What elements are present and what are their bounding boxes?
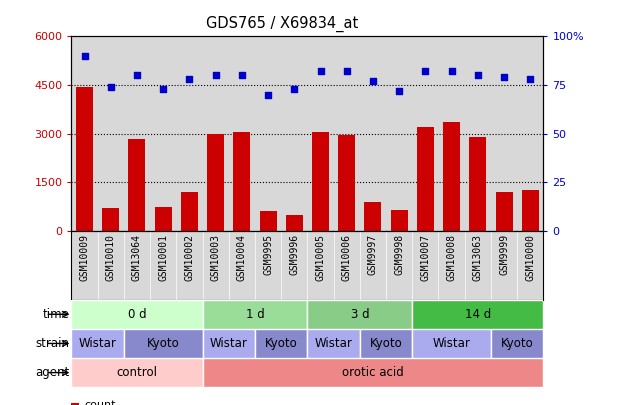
Text: Kyoto: Kyoto (501, 337, 533, 350)
Bar (391, 210, 408, 231)
Text: strain: strain (35, 337, 69, 350)
Bar (286, 215, 303, 231)
Text: Kyoto: Kyoto (265, 337, 297, 350)
Bar (233, 132, 250, 231)
Bar (71, 300, 202, 329)
Text: GSM13064: GSM13064 (132, 234, 142, 281)
Point (446, 68, 456, 75)
Bar (469, 137, 486, 231)
Bar (491, 329, 543, 358)
Bar (76, 87, 93, 231)
Text: orotic acid: orotic acid (342, 366, 404, 379)
Point (315, 68, 325, 75)
Text: GSM10009: GSM10009 (79, 234, 89, 281)
Point (394, 87, 404, 94)
Text: GSM10005: GSM10005 (315, 234, 325, 281)
Point (237, 72, 247, 79)
Bar (202, 300, 307, 329)
Bar (360, 329, 412, 358)
Bar (71, 329, 124, 358)
Text: GSM10004: GSM10004 (237, 234, 247, 281)
Text: GDS765 / X69834_at: GDS765 / X69834_at (206, 16, 359, 32)
Text: GSM13063: GSM13063 (473, 234, 483, 281)
Text: GSM10001: GSM10001 (158, 234, 168, 281)
Text: GSM10000: GSM10000 (525, 234, 535, 281)
Bar (338, 135, 355, 231)
Text: Wistar: Wistar (315, 337, 353, 350)
Text: GSM10006: GSM10006 (342, 234, 351, 281)
Bar (260, 211, 276, 231)
Text: 0 d: 0 d (128, 308, 147, 321)
Text: 1 d: 1 d (245, 308, 265, 321)
Text: GSM10010: GSM10010 (106, 234, 116, 281)
Point (158, 86, 168, 92)
Bar (412, 329, 491, 358)
Text: GSM9999: GSM9999 (499, 234, 509, 275)
Bar (307, 329, 360, 358)
Bar (202, 358, 543, 387)
Text: agent: agent (35, 366, 69, 379)
Bar (417, 127, 434, 231)
Bar (307, 300, 412, 329)
Text: Wistar: Wistar (210, 337, 248, 350)
Text: GSM10008: GSM10008 (446, 234, 456, 281)
Text: control: control (117, 366, 158, 379)
Bar (155, 207, 171, 231)
Point (473, 72, 483, 79)
Bar (312, 132, 329, 231)
Point (263, 92, 273, 98)
Text: Kyoto: Kyoto (147, 337, 179, 350)
Text: 3 d: 3 d (350, 308, 369, 321)
Text: Kyoto: Kyoto (369, 337, 402, 350)
Point (420, 68, 430, 75)
Point (368, 78, 378, 84)
Text: GSM9997: GSM9997 (368, 234, 378, 275)
Point (289, 86, 299, 92)
Text: GSM9996: GSM9996 (289, 234, 299, 275)
Bar (202, 329, 255, 358)
Bar (522, 190, 539, 231)
Bar (71, 358, 202, 387)
Bar (365, 202, 381, 231)
Point (525, 76, 535, 83)
Text: GSM10007: GSM10007 (420, 234, 430, 281)
Point (106, 84, 116, 90)
Bar (255, 329, 307, 358)
Text: Wistar: Wistar (79, 337, 117, 350)
Text: 14 d: 14 d (465, 308, 491, 321)
Point (132, 72, 142, 79)
Bar (181, 192, 198, 231)
Bar (207, 134, 224, 231)
Text: GSM9995: GSM9995 (263, 234, 273, 275)
Bar (129, 139, 145, 231)
Point (499, 74, 509, 81)
Point (211, 72, 220, 79)
Point (342, 68, 351, 75)
Bar (102, 208, 119, 231)
Bar (124, 329, 202, 358)
Bar (443, 122, 460, 231)
Text: time: time (42, 308, 69, 321)
Text: GSM10002: GSM10002 (184, 234, 194, 281)
Point (79, 53, 89, 59)
Bar (412, 300, 543, 329)
Point (184, 76, 194, 83)
Bar (496, 192, 512, 231)
Text: GSM10003: GSM10003 (211, 234, 220, 281)
Text: GSM9998: GSM9998 (394, 234, 404, 275)
Text: count: count (84, 401, 116, 405)
Text: Wistar: Wistar (433, 337, 471, 350)
